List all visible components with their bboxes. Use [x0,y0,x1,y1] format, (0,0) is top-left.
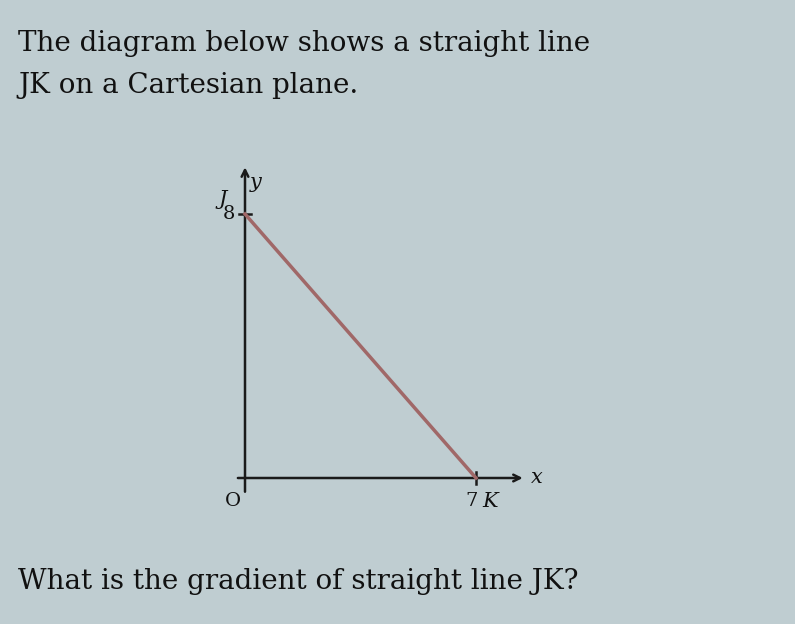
Text: x: x [530,468,542,487]
Text: K: K [482,492,498,511]
Text: 8: 8 [223,205,235,223]
Text: 7: 7 [466,492,478,510]
Text: y: y [250,172,262,192]
Text: J: J [219,190,227,209]
Text: JK on a Cartesian plane.: JK on a Cartesian plane. [18,72,359,99]
Text: The diagram below shows a straight line: The diagram below shows a straight line [18,30,590,57]
Text: O: O [225,492,241,510]
Text: What is the gradient of straight line JK?: What is the gradient of straight line JK… [18,568,579,595]
